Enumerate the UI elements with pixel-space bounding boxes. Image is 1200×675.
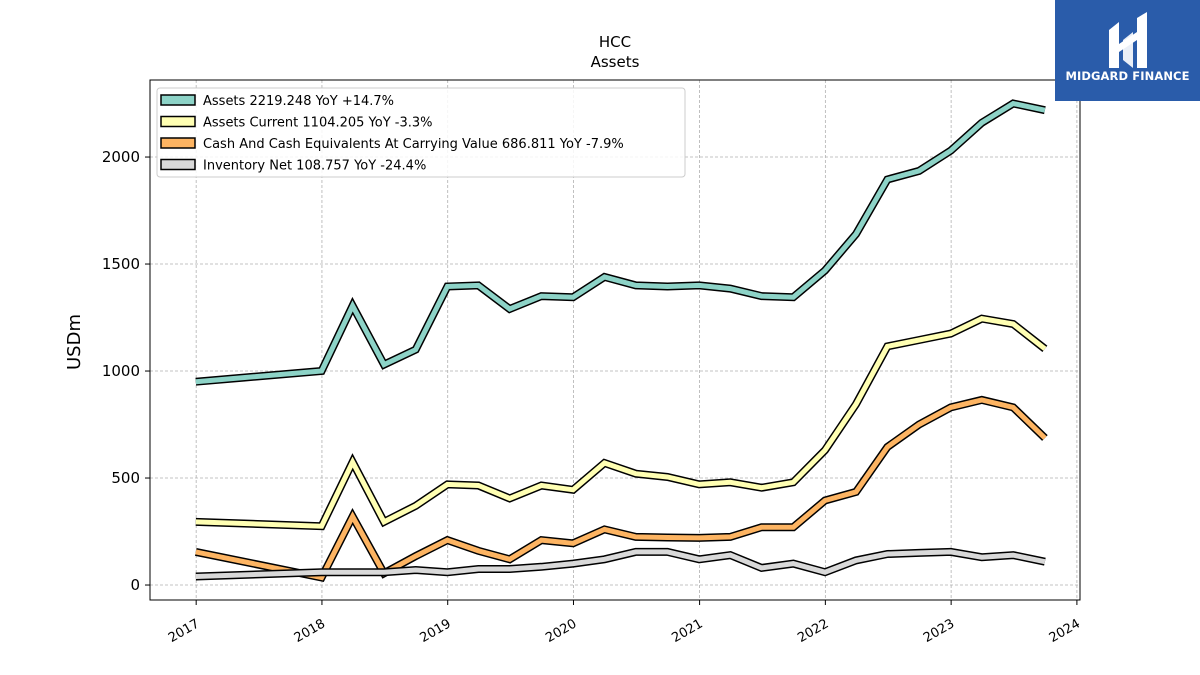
series-line-2 [195, 316, 1047, 529]
x-tick-label: 2021 [669, 616, 705, 646]
legend-label-4: Inventory Net 108.757 YoY -24.4% [203, 159, 426, 174]
legend-label-1: Assets 2219.248 YoY +14.7% [203, 94, 394, 109]
x-tick-label: 2018 [292, 616, 328, 646]
plot-frame [149, 79, 1081, 601]
chart-title: HCC [599, 33, 631, 51]
y-tick-label: 500 [111, 469, 140, 487]
series-line-3 [195, 397, 1047, 581]
y-tick-label: 1500 [102, 255, 140, 273]
series-line-1 [195, 100, 1046, 385]
chart-subtitle: Assets [591, 53, 640, 71]
y-tick-label: 2000 [102, 148, 140, 166]
series-lines [195, 99, 1048, 583]
x-tick-label: 2024 [1047, 616, 1083, 646]
logo-text: MIDGARD FINANCE [1065, 69, 1190, 83]
legend: Assets 2219.248 YoY +14.7% Assets Current… [156, 87, 686, 178]
legend-box [156, 87, 686, 178]
y-tick-label: 1000 [102, 362, 140, 380]
series-line-4 [195, 549, 1046, 579]
x-tick-label: 2023 [921, 616, 957, 646]
legend-label-3: Cash And Cash Equivalents At Carrying Va… [203, 137, 624, 152]
legend-swatch-2 [160, 115, 196, 128]
y-axis-label: USDm [64, 314, 85, 370]
midgard-finance-logo: MIDGARD FINANCE [1055, 0, 1200, 101]
x-tick-label: 2017 [166, 616, 202, 646]
y-tick-label: 0 [130, 576, 140, 594]
legend-swatch-3 [160, 137, 196, 149]
logo-mark-icon [1109, 12, 1147, 68]
legend-label-2: Assets Current 1104.205 YoY -3.3% [203, 116, 433, 131]
x-tick-label: 2022 [795, 616, 831, 646]
x-tick-label: 2019 [418, 616, 454, 646]
legend-swatch-4 [160, 158, 196, 171]
x-tick-label: 2020 [543, 616, 579, 646]
legend-swatch-1 [160, 94, 196, 106]
